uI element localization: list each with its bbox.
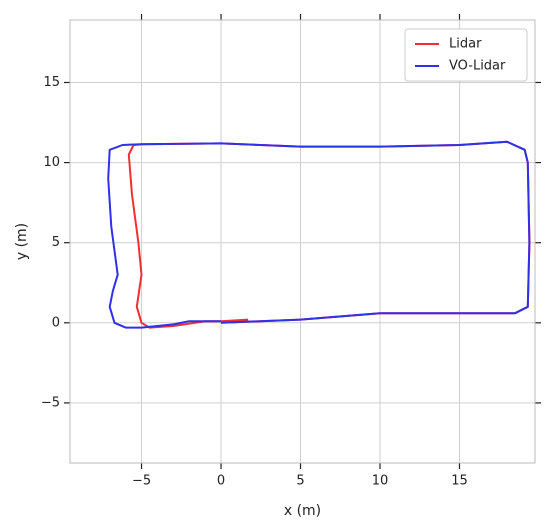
plot-frame (69, 19, 536, 464)
y-tick-label: 5 (52, 235, 60, 250)
y-tick-label: 15 (43, 75, 60, 90)
trajectory-line (127, 140, 531, 329)
y-axis-label: y (m) (14, 223, 30, 260)
x-axis-label: x (m) (284, 503, 321, 519)
y-tick-label: 0 (52, 315, 60, 330)
y-tick-label: −5 (41, 395, 60, 410)
legend-label: VO-Lidar (449, 59, 506, 74)
x-tick-label: 10 (372, 474, 389, 489)
x-tick-label: 15 (451, 474, 468, 489)
legend-label: Lidar (449, 37, 482, 52)
x-tick-label: 0 (217, 474, 225, 489)
legend-box (404, 28, 528, 82)
trajectory-line (107, 140, 531, 329)
x-tick-label: −5 (132, 474, 151, 489)
x-tick-label: 5 (296, 474, 304, 489)
y-tick-label: 10 (43, 155, 60, 170)
